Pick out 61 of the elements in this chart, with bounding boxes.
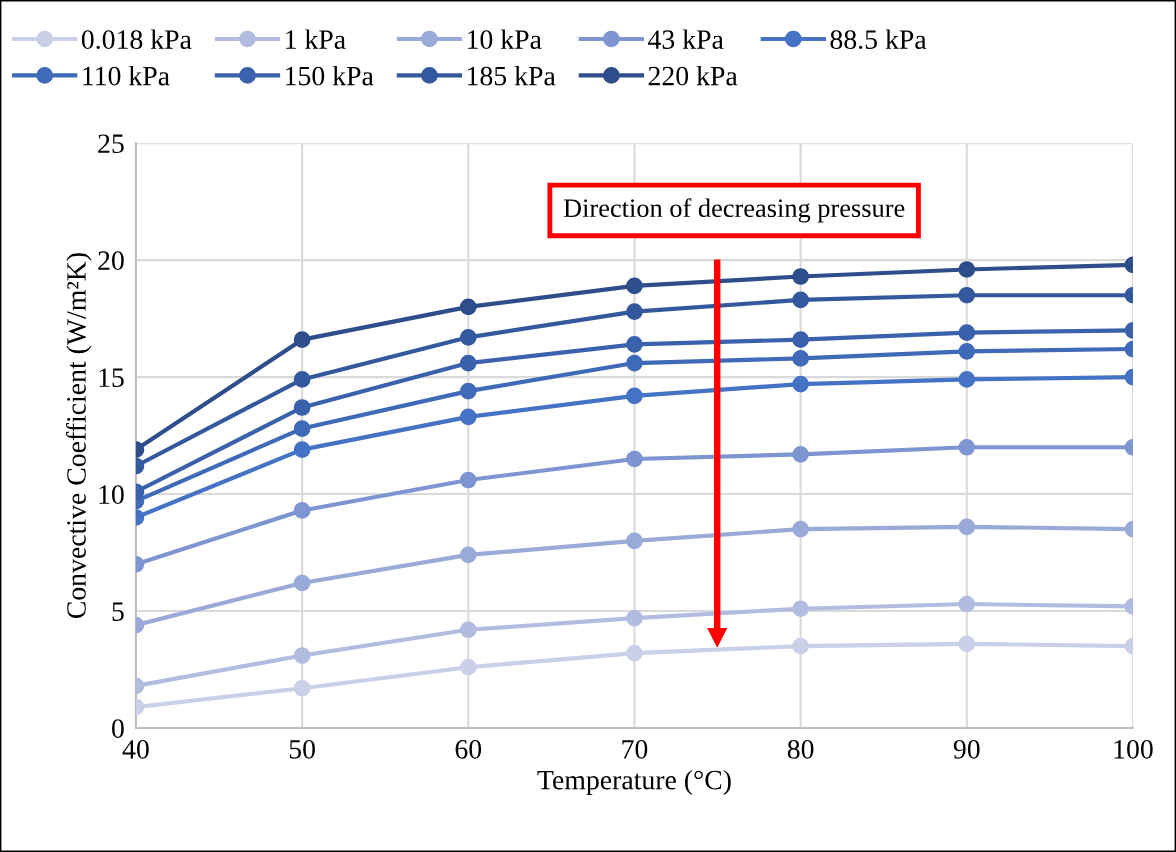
legend-label: 10 kPa [467, 29, 542, 49]
x-tick-label: 70 [622, 739, 648, 759]
point [626, 609, 643, 627]
legend-label: 150 kPa [286, 65, 374, 86]
point [626, 277, 643, 295]
legend-label: 110 kPa [83, 65, 170, 86]
legend-label: 88.5 kPa [830, 29, 927, 50]
point [293, 679, 311, 697]
point [459, 408, 477, 426]
point [459, 658, 477, 676]
point [459, 298, 477, 316]
point [293, 502, 311, 519]
point [626, 336, 643, 353]
x-tick-label: 100 [1114, 739, 1153, 759]
point [293, 441, 311, 458]
x-tick-label: 80 [787, 739, 814, 759]
point [293, 399, 311, 416]
point [792, 291, 809, 309]
legend-label: 0.018 kPa [81, 29, 192, 50]
point [459, 382, 477, 400]
y-tick-label: 15 [99, 368, 124, 388]
legend-label: 43 kPa [648, 29, 724, 49]
point [792, 268, 809, 285]
x-tick-label: 90 [953, 739, 980, 759]
point [459, 621, 477, 639]
point [293, 420, 311, 437]
x-tick-label: 50 [289, 739, 315, 759]
legend-label: 220 kPa [648, 65, 738, 86]
point [293, 574, 311, 592]
point [792, 350, 809, 367]
point [626, 387, 643, 405]
y-tick-label: 10 [99, 485, 124, 504]
x-axis-title: Temperature (°C) [537, 769, 731, 796]
y-tick-label: 0 [112, 719, 124, 738]
point [459, 328, 477, 346]
point [792, 331, 809, 348]
legend-label: 1 kPa [286, 29, 346, 49]
point [293, 331, 311, 348]
point [293, 647, 311, 664]
point [459, 471, 477, 489]
y-tick-label: 5 [112, 602, 124, 621]
x-tick-label: 40 [122, 739, 149, 759]
point [626, 354, 643, 372]
annotation: Direction of decreasing pressure [563, 198, 905, 223]
y-axis-title: Convective Coefficient (W/m²K) [66, 253, 92, 619]
point [459, 354, 477, 372]
y-tick-label: 25 [98, 134, 124, 154]
point [626, 644, 643, 662]
y-tick-label: 20 [98, 251, 124, 271]
point [626, 303, 643, 320]
legend-label: 185 kPa [467, 65, 556, 86]
point [626, 532, 643, 550]
point [792, 637, 809, 655]
point [792, 375, 809, 393]
point [792, 520, 809, 538]
point [792, 445, 809, 463]
point [293, 371, 311, 388]
point [626, 450, 643, 468]
point [459, 546, 477, 564]
x-tick-label: 60 [455, 739, 482, 759]
point [792, 600, 809, 618]
